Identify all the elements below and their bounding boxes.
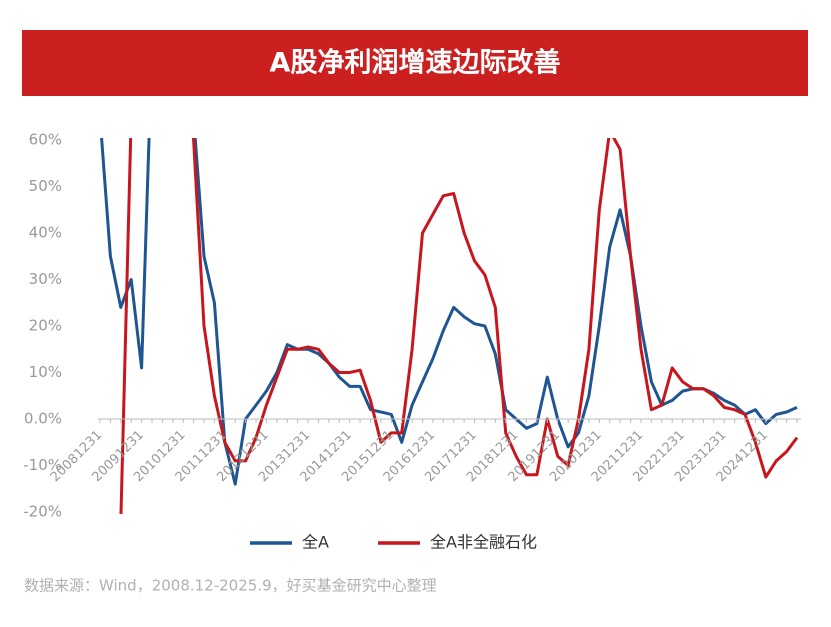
series-line bbox=[119, 138, 799, 514]
plot-area bbox=[100, 138, 799, 514]
source-note: 数据来源：Wind，2008.12-2025.9，好买基金研究中心整理 bbox=[24, 577, 437, 595]
y-tick-label: 0.0% bbox=[24, 410, 62, 428]
chart-title: A股净利润增速边际改善 bbox=[270, 47, 561, 79]
y-tick-label: 10% bbox=[29, 363, 62, 381]
y-tick-label: 50% bbox=[29, 177, 62, 195]
y-tick-label: 20% bbox=[29, 317, 62, 335]
y-tick-label: 40% bbox=[29, 224, 62, 242]
legend-label: 全A bbox=[302, 533, 329, 552]
y-tick-label: -20% bbox=[23, 503, 62, 521]
series-line bbox=[100, 138, 798, 486]
y-tick-label: -10% bbox=[23, 456, 62, 474]
y-tick-label: 30% bbox=[29, 270, 62, 288]
y-tick-label: 60% bbox=[29, 131, 62, 149]
legend-label: 全A非全融石化 bbox=[430, 533, 537, 552]
title-banner bbox=[22, 30, 808, 96]
